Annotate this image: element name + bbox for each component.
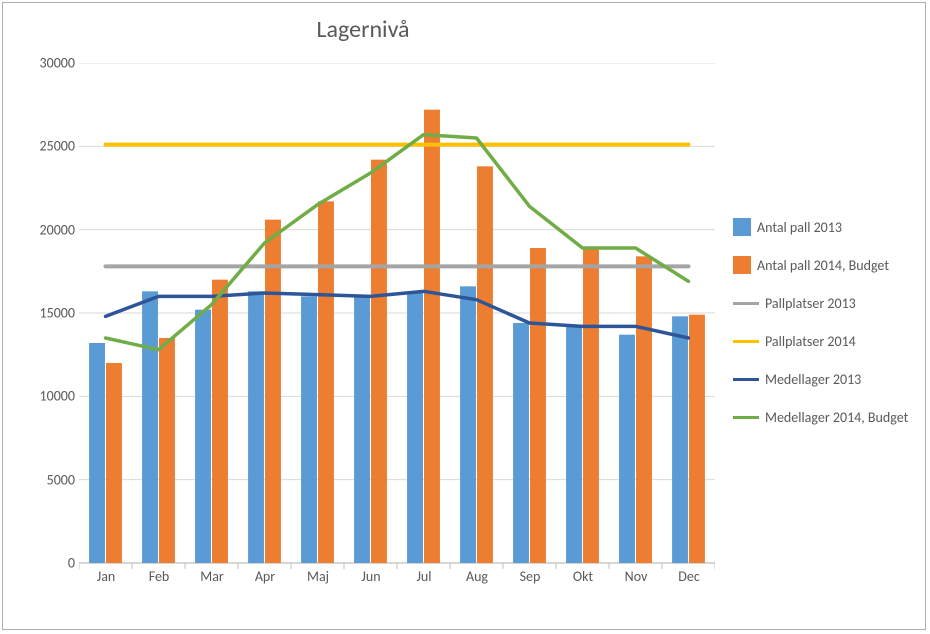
antal_pall_2014_budget-bar — [530, 248, 546, 563]
legend-swatch — [733, 256, 751, 274]
x-tick-label: Aug — [451, 568, 504, 585]
x-tick-label: Jan — [80, 568, 133, 585]
plot-area: 050001000015000200002500030000JanFebMarA… — [79, 63, 715, 563]
antal_pall_2013-bar — [566, 326, 582, 563]
legend-item: Pallplatser 2014 — [733, 322, 923, 360]
legend: Antal pall 2013 Antal pall 2014, Budget Pa… — [733, 208, 923, 436]
antal_pall_2013-bar — [513, 323, 529, 563]
chart-frame: Lagernivå 050001000015000200002500030000… — [2, 2, 926, 630]
y-tick-label: 0 — [5, 555, 75, 572]
legend-line-swatch — [733, 378, 759, 381]
legend-label: Pallplatser 2014 — [765, 333, 856, 350]
antal_pall_2013-bar — [460, 286, 476, 563]
y-tick-label: 20000 — [5, 221, 75, 238]
antal_pall_2013-bar — [89, 343, 105, 563]
antal_pall_2014_budget-bar — [265, 220, 281, 563]
y-tick-label: 25000 — [5, 138, 75, 155]
x-tick-label: Dec — [663, 568, 716, 585]
legend-label: Antal pall 2013 — [757, 219, 842, 236]
x-tick-label: Jul — [398, 568, 451, 585]
legend-label: Pallplatser 2013 — [765, 295, 856, 312]
legend-label: Antal pall 2014, Budget — [757, 257, 889, 274]
antal_pall_2014_budget-bar — [636, 256, 652, 563]
legend-item: Pallplatser 2013 — [733, 284, 923, 322]
antal_pall_2013-bar — [672, 316, 688, 563]
antal_pall_2014_budget-bar — [583, 248, 599, 563]
antal_pall_2014_budget-bar — [318, 201, 334, 563]
legend-line-swatch — [733, 302, 759, 305]
antal_pall_2013-bar — [195, 310, 211, 563]
y-tick-label: 15000 — [5, 305, 75, 322]
legend-label: Medellager 2014, Budget — [765, 409, 908, 426]
medellager_2013-line — [106, 291, 689, 338]
x-tick-label: Sep — [504, 568, 557, 585]
antal_pall_2013-bar — [248, 291, 264, 563]
chart-svg — [79, 63, 715, 593]
legend-item: Medellager 2013 — [733, 360, 923, 398]
antal_pall_2014_budget-bar — [106, 363, 122, 563]
antal_pall_2013-bar — [619, 335, 635, 563]
antal_pall_2014_budget-bar — [371, 160, 387, 563]
antal_pall_2013-bar — [301, 296, 317, 563]
y-tick-label: 10000 — [5, 388, 75, 405]
legend-swatch — [733, 218, 751, 236]
y-tick-label: 5000 — [5, 471, 75, 488]
x-tick-label: Apr — [239, 568, 292, 585]
antal_pall_2013-bar — [407, 293, 423, 563]
x-tick-label: Nov — [610, 568, 663, 585]
antal_pall_2014_budget-bar — [689, 315, 705, 563]
y-tick-label: 30000 — [5, 55, 75, 72]
x-tick-label: Mar — [186, 568, 239, 585]
antal_pall_2013-bar — [354, 296, 370, 563]
x-tick-label: Okt — [557, 568, 610, 585]
chart-title: Lagernivå — [3, 15, 723, 44]
x-tick-label: Feb — [133, 568, 186, 585]
antal_pall_2013-bar — [142, 291, 158, 563]
antal_pall_2014_budget-bar — [159, 338, 175, 563]
antal_pall_2014_budget-bar — [424, 110, 440, 563]
legend-item: Antal pall 2013 — [733, 208, 923, 246]
antal_pall_2014_budget-bar — [212, 280, 228, 563]
legend-label: Medellager 2013 — [765, 371, 861, 388]
legend-line-swatch — [733, 416, 759, 419]
x-tick-label: Jun — [345, 568, 398, 585]
antal_pall_2014_budget-bar — [477, 166, 493, 563]
x-tick-label: Maj — [292, 568, 345, 585]
medellager_2014_budget-line — [106, 135, 689, 350]
legend-item: Medellager 2014, Budget — [733, 398, 923, 436]
legend-line-swatch — [733, 340, 759, 343]
legend-item: Antal pall 2014, Budget — [733, 246, 923, 284]
